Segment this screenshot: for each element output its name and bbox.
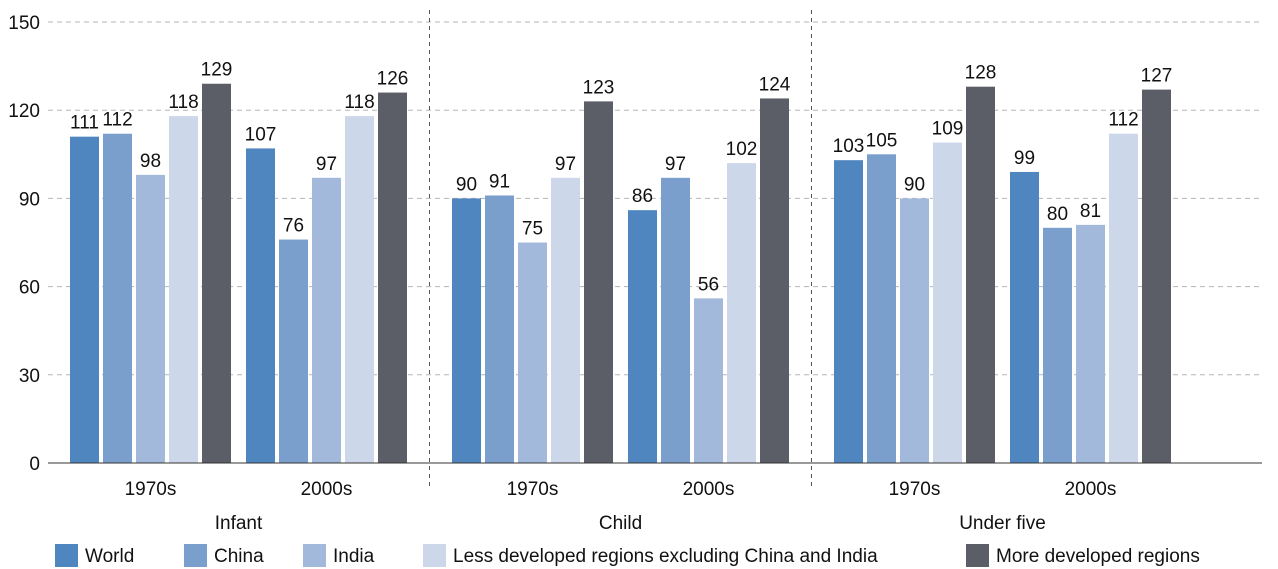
bar [867,154,896,464]
data-label: 56 [698,274,719,295]
y-axis: 0 30 60 90 120 150 [8,13,1262,475]
legend-swatch [966,544,989,567]
bar [661,177,690,463]
data-label: 86 [632,186,653,207]
x-subgroup-label: 2000s [683,479,735,500]
data-label: 123 [583,77,615,98]
bar [312,177,341,463]
bar [1109,133,1138,463]
bar [136,174,165,463]
legend-swatch [55,544,78,567]
data-label: 118 [344,92,374,113]
bar [485,195,514,463]
data-label: 112 [1108,110,1138,131]
legend-swatch [423,544,446,567]
data-label: 107 [245,124,277,145]
data-label: 76 [283,216,304,237]
bar [202,83,231,464]
bar [900,198,929,463]
category-labels: 1970s 2000s Infant 1970s 2000s Child 1970s 2000… [125,479,1117,534]
y-tick-label: 90 [19,189,40,210]
data-label: 98 [140,151,161,172]
bar [452,198,481,463]
bar [1043,227,1072,463]
y-tick-label: 120 [8,101,40,122]
bar [694,298,723,463]
legend-label: India [333,546,375,567]
data-label: 128 [965,63,997,84]
data-label: 102 [726,139,758,160]
bar [169,116,198,463]
legend-label: More developed regions [996,546,1200,567]
data-label: 105 [866,130,898,151]
y-tick-label: 0 [29,454,40,475]
bar [246,148,275,464]
legend-swatch [184,544,207,567]
bar [628,210,657,463]
data-label: 81 [1080,201,1101,222]
bar [1076,224,1105,463]
bar [279,239,308,463]
bar [70,136,99,463]
legend-label: China [214,546,264,567]
bar [834,160,863,463]
data-label: 103 [833,136,865,157]
bar [1010,171,1039,463]
data-label: 111 [70,113,99,134]
bar [103,133,132,463]
x-group-label: Under five [959,513,1046,534]
data-label: 97 [316,154,337,175]
legend-label: Less developed regions excluding China a… [453,546,878,567]
bar [345,116,374,463]
data-label: 80 [1047,204,1068,225]
data-label: 126 [377,69,409,90]
data-label: 90 [904,174,925,195]
data-label: 112 [102,110,132,131]
bars [70,83,1171,464]
legend-swatch [303,544,326,567]
bar [727,163,756,463]
bar [760,98,789,463]
data-label: 99 [1014,148,1035,169]
x-group-label: Child [599,513,642,534]
x-group-label: Infant [215,513,263,534]
x-subgroup-label: 1970s [507,479,559,500]
data-label: 97 [665,154,686,175]
bar [966,86,995,464]
bar [933,142,962,464]
data-label: 124 [759,74,791,95]
data-label: 75 [522,219,543,240]
bar [551,177,580,463]
legend: World China India Less developed regions ex… [55,544,1200,567]
y-tick-label: 60 [19,278,40,299]
data-label: 118 [168,92,198,113]
x-subgroup-label: 1970s [125,479,177,500]
data-label: 97 [555,154,576,175]
data-label: 127 [1141,66,1173,87]
legend-label: World [85,546,134,567]
x-subgroup-label: 2000s [1065,479,1117,500]
bar [584,101,613,463]
y-tick-label: 30 [19,366,40,387]
data-label: 129 [201,60,233,81]
bar [518,242,547,463]
data-label: 91 [489,171,510,192]
x-subgroup-label: 2000s [301,479,353,500]
x-subgroup-label: 1970s [889,479,941,500]
bar [1142,89,1171,464]
data-label: 90 [456,174,477,195]
data-label: 109 [932,119,964,140]
y-tick-label: 150 [8,13,40,34]
bar [378,92,407,463]
